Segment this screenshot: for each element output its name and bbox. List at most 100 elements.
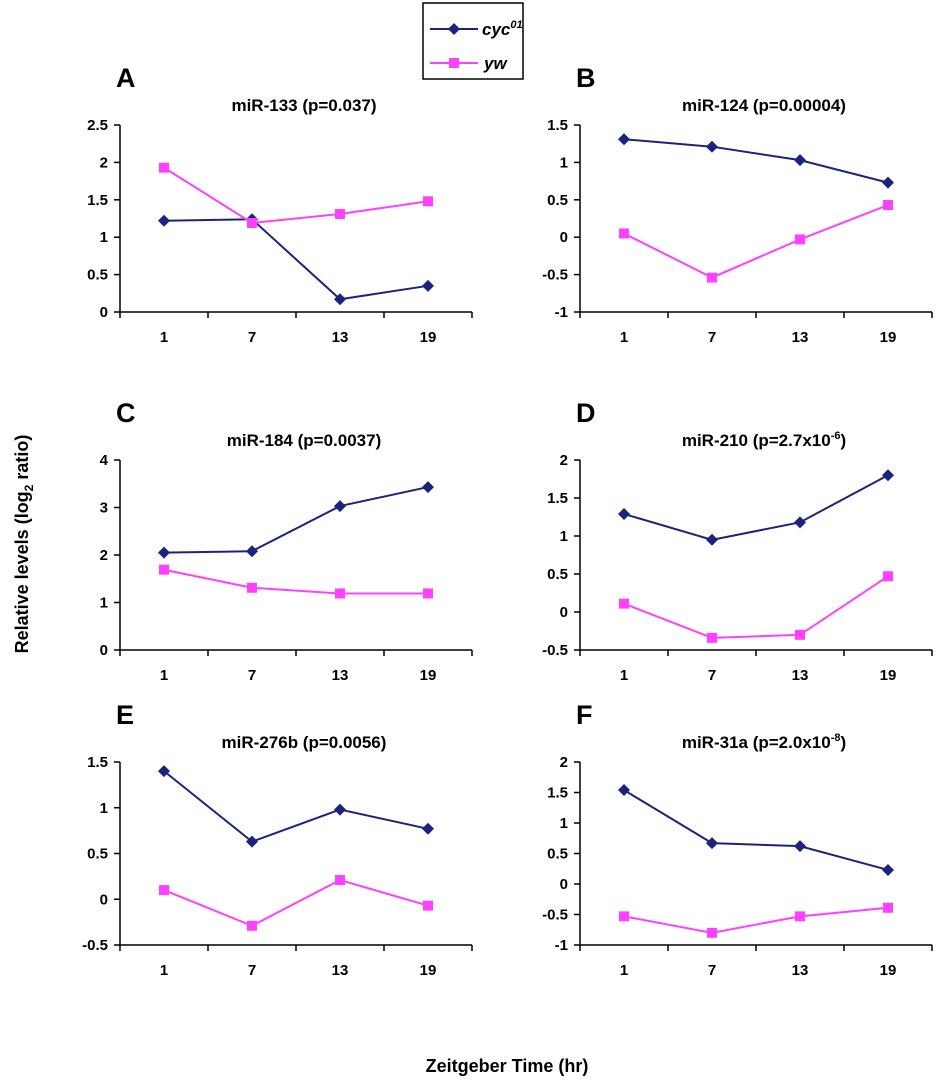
x-tick-label: 19 (880, 667, 897, 684)
data-point-yw (335, 588, 345, 599)
x-tick-label: 19 (420, 667, 437, 684)
y-tick-label: -0.5 (542, 642, 568, 659)
x-tick-label: 13 (792, 329, 809, 346)
x-tick-label: 13 (332, 329, 349, 346)
data-point-cyc (882, 863, 894, 876)
x-tick-label: 19 (420, 329, 437, 346)
data-point-yw (247, 920, 257, 931)
data-point-cyc (422, 481, 434, 494)
y-tick-label: 1 (560, 528, 568, 545)
x-tick-label: 13 (792, 667, 809, 684)
series-line-cyc (163, 218, 429, 301)
series-line-yw (623, 906, 889, 934)
data-point-yw (795, 234, 805, 245)
data-point-cyc (422, 279, 434, 292)
y-tick-label: 2 (100, 547, 108, 564)
y-tick-label: -1 (555, 304, 568, 321)
panel-label: C (116, 398, 136, 428)
y-tick-label: 0.5 (547, 192, 568, 209)
x-tick-label: 1 (160, 329, 168, 346)
x-tick-label: 1 (620, 329, 628, 346)
x-tick-label: 13 (792, 962, 809, 979)
x-tick-label: 13 (332, 667, 349, 684)
data-point-yw (619, 598, 629, 609)
y-tick-label: -0.5 (82, 937, 108, 954)
data-point-cyc (334, 293, 346, 306)
y-tick-label: 1.5 (87, 192, 108, 209)
y-tick-label: 0 (560, 876, 568, 893)
panel-title: miR-124 (p=0.00004) (682, 96, 846, 115)
x-tick-label: 7 (248, 962, 256, 979)
x-tick-label: 1 (620, 667, 628, 684)
panel-label: F (576, 700, 593, 730)
panel-label: E (116, 700, 134, 730)
y-tick-label: 0 (100, 642, 108, 659)
y-tick-label: 1 (560, 154, 568, 171)
data-point-cyc (794, 516, 806, 529)
y-tick-label: 1 (100, 595, 108, 612)
data-point-cyc (158, 765, 170, 778)
legend-marker-yw (449, 58, 459, 68)
panel-title: miR-276b (p=0.0056) (222, 733, 387, 752)
legend-marker-cyc (448, 23, 460, 35)
y-tick-label: 0.5 (547, 566, 568, 583)
x-tick-label: 7 (248, 329, 256, 346)
y-tick-label: 4 (100, 452, 109, 469)
y-tick-label: -0.5 (542, 267, 568, 284)
data-point-yw (883, 571, 893, 582)
y-tick-label: 3 (100, 500, 108, 517)
y-tick-label: 2 (100, 154, 108, 171)
y-tick-label: 1 (100, 229, 108, 246)
y-tick-label: 1 (560, 815, 568, 832)
data-point-cyc (334, 803, 346, 816)
data-point-cyc (618, 784, 630, 797)
data-point-cyc (882, 469, 894, 482)
x-tick-label: 1 (160, 667, 168, 684)
data-point-yw (159, 885, 169, 896)
data-point-cyc (422, 822, 434, 835)
y-tick-label: 0.5 (547, 846, 568, 863)
data-point-yw (335, 209, 345, 220)
y-tick-label: 1 (100, 800, 108, 817)
data-point-yw (707, 632, 717, 643)
x-tick-label: 19 (880, 329, 897, 346)
series-line-cyc (623, 474, 889, 541)
y-tick-label: 1.5 (547, 117, 568, 134)
y-tick-label: 0 (560, 604, 568, 621)
data-point-yw (335, 875, 345, 886)
data-point-cyc (794, 154, 806, 167)
y-tick-label: 1.5 (547, 785, 568, 802)
data-point-yw (619, 228, 629, 239)
data-point-yw (795, 629, 805, 640)
data-point-yw (159, 162, 169, 173)
data-point-cyc (882, 176, 894, 189)
x-tick-label: 7 (708, 329, 716, 346)
x-tick-label: 1 (160, 962, 168, 979)
panel-label: A (116, 63, 136, 93)
series-line-cyc (163, 770, 429, 843)
y-tick-label: 0.5 (87, 267, 108, 284)
data-point-yw (883, 200, 893, 211)
series-line-yw (163, 568, 428, 595)
series-line-yw (623, 204, 889, 279)
data-point-cyc (246, 545, 258, 558)
y-tick-label: -0.5 (542, 907, 568, 924)
data-point-yw (883, 902, 893, 913)
data-point-cyc (618, 507, 630, 520)
y-axis-label: Relative levels (log2 ratio) (12, 435, 36, 654)
series-line-yw (163, 166, 429, 225)
data-point-yw (247, 582, 257, 593)
y-tick-label: 0 (560, 229, 568, 246)
series-line-yw (163, 878, 429, 927)
series-line-cyc (623, 138, 889, 184)
y-tick-label: -1 (555, 937, 568, 954)
legend-label-cyc: cyc01 (482, 19, 523, 39)
legend-box (422, 2, 524, 80)
data-point-cyc (794, 840, 806, 853)
